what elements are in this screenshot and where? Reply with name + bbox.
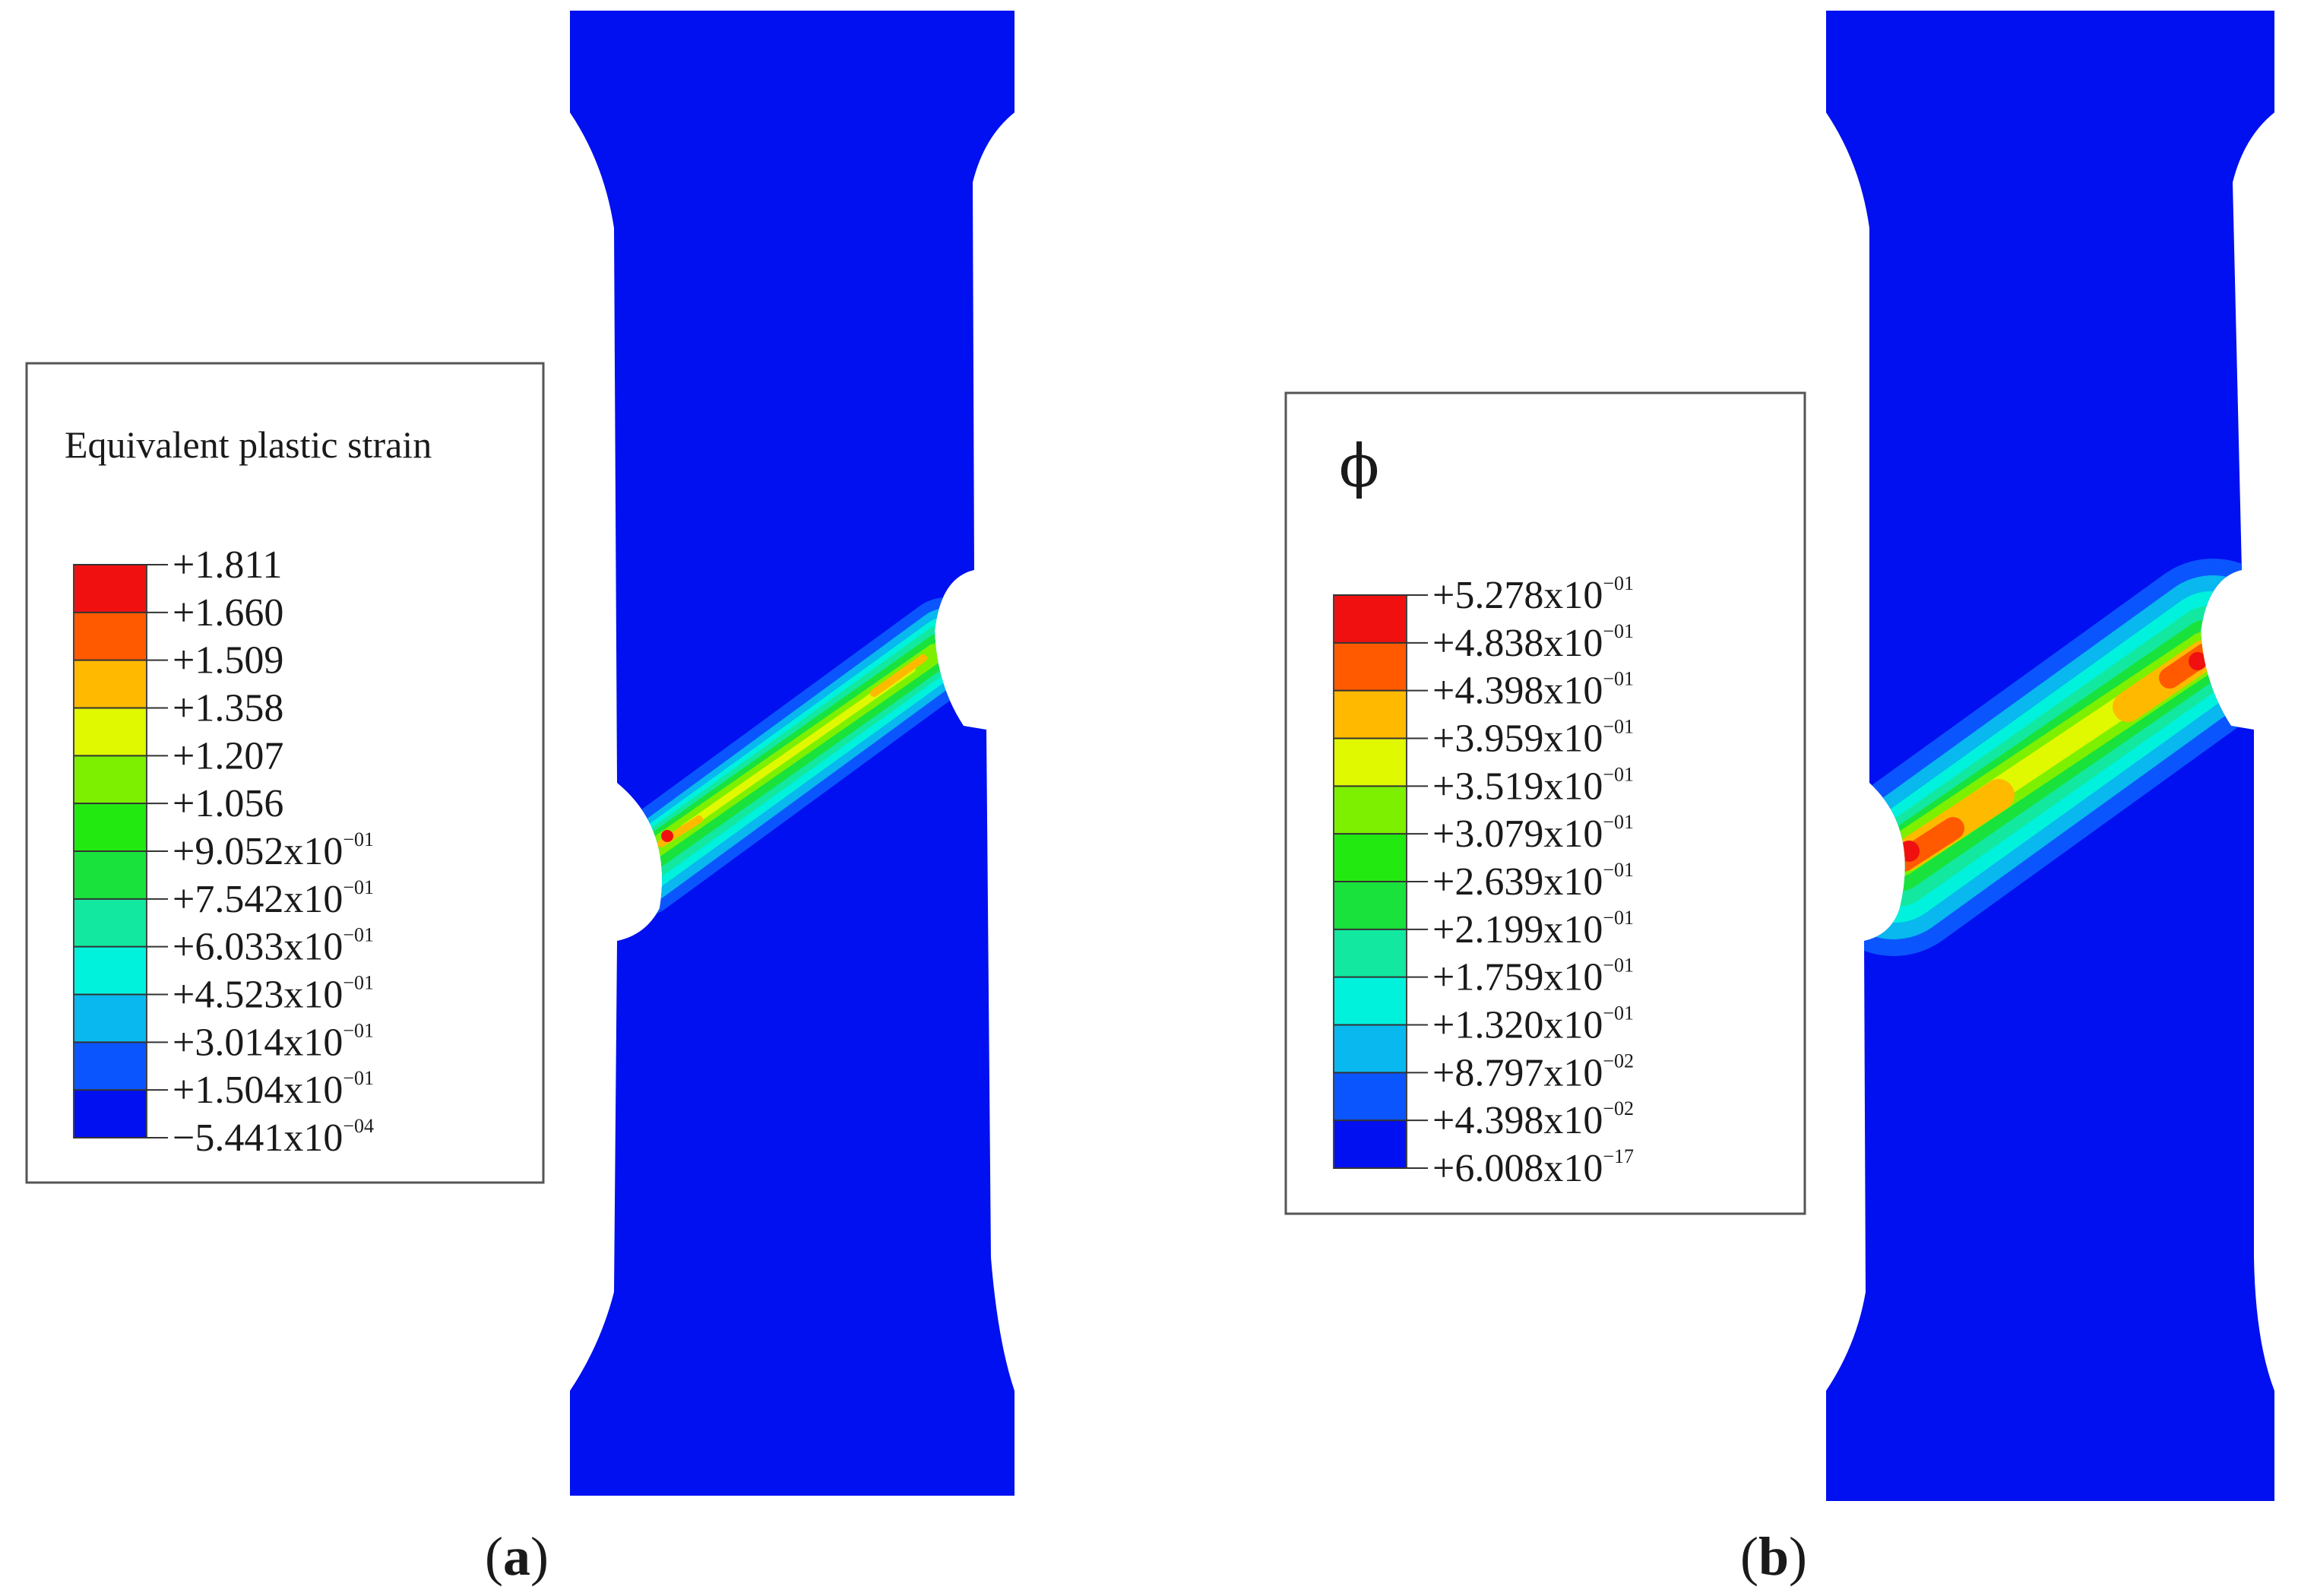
colorbar-tick-label: +9.052x10−01 [173,828,374,873]
legend-a-title: Equivalent plastic strain [65,423,432,466]
colorbar-band [1334,1120,1407,1168]
colorbar-tick-label: +2.199x10−01 [1432,907,1634,952]
colorbar-tick-label: +1.759x10−01 [1432,955,1634,999]
colorbar-tick-label: +4.838x10−01 [1432,620,1634,665]
colorbar-band [1334,977,1407,1025]
specimen-b [1826,11,2274,1501]
colorbar-band [1334,642,1407,691]
colorbar-tick-label: +1.207 [173,734,283,777]
panel-label-a: (a) [485,1526,549,1587]
colorbar-tick-label: +1.660 [173,591,283,635]
colorbar-band [1334,834,1407,882]
colorbar-band [1334,738,1407,787]
colorbar-band [74,1090,147,1138]
colorbar-band [74,803,147,851]
colorbar-band [1334,1024,1407,1073]
specimen-a [570,11,1014,1496]
colorbar-tick-label: +7.542x10−01 [173,876,374,921]
colorbar-band [74,994,147,1043]
legend-a: Equivalent plastic strain +1.811+1.660+1… [25,362,545,1184]
colorbar-tick-label: +6.033x10−01 [173,924,374,969]
colorbar-band [1334,1072,1407,1121]
colorbar-tick-label: +3.959x10−01 [1432,716,1634,761]
colorbar-band [1334,929,1407,977]
colorbar-band [74,612,147,660]
colorbar-tick-label: +1.504x10−01 [173,1067,374,1112]
colorbar-band [74,660,147,708]
legend-b: ϕ +5.278x10−01+4.838x10−01+4.398x10−01+3… [1284,391,1806,1215]
colorbar-tick-label: +2.639x10−01 [1432,859,1634,904]
colorbar-tick-label: +1.320x10−01 [1432,1002,1634,1047]
colorbar-band [74,1042,147,1091]
colorbar-band [1334,690,1407,739]
colorbar-tick-label: +1.509 [173,639,283,682]
colorbar-band [74,898,147,947]
colorbar-tick-label: +3.079x10−01 [1432,811,1634,856]
colorbar-tick-label: +1.811 [173,543,282,587]
colorbar-band [74,708,147,756]
colorbar-a: +1.811+1.660+1.509 +1.358+1.207 +1.056+9.0… [73,543,374,1160]
colorbar-tick-label: +4.398x10−01 [1432,668,1634,713]
colorbar-band [1334,786,1407,834]
colorbar-band [74,565,147,613]
shear-band-b [1826,559,2274,956]
colorbar-band [74,755,147,804]
colorbar-tick-label: +4.398x10−02 [1432,1097,1634,1142]
panel-label-b: (b) [1740,1526,1807,1587]
colorbar-band [74,946,147,995]
colorbar-tick-label: +1.358 [173,687,283,730]
colorbar-tick-label: +4.523x10−01 [173,972,374,1017]
colorbar-tick-label: +8.797x10−02 [1432,1050,1634,1094]
colorbar-tick-label: +6.008x10−17 [1432,1145,1634,1190]
colorbar-band [74,851,147,899]
shear-band-a [591,597,994,917]
colorbar-tick-label: +5.278x10−01 [1432,572,1634,617]
colorbar-band [1334,882,1407,929]
colorbar-tick-label: +1.056 [173,782,283,825]
colorbar-tick-label: −5.441x10−04 [173,1115,374,1160]
colorbar-tick-label: +3.014x10−01 [173,1019,374,1064]
colorbar-tick-label: +3.519x10−01 [1432,763,1634,808]
colorbar-b: +5.278x10−01+4.838x10−01+4.398x10−01+3.9… [1333,572,1634,1190]
legend-b-symbol: ϕ [1339,432,1379,501]
colorbar-band [1334,595,1407,643]
